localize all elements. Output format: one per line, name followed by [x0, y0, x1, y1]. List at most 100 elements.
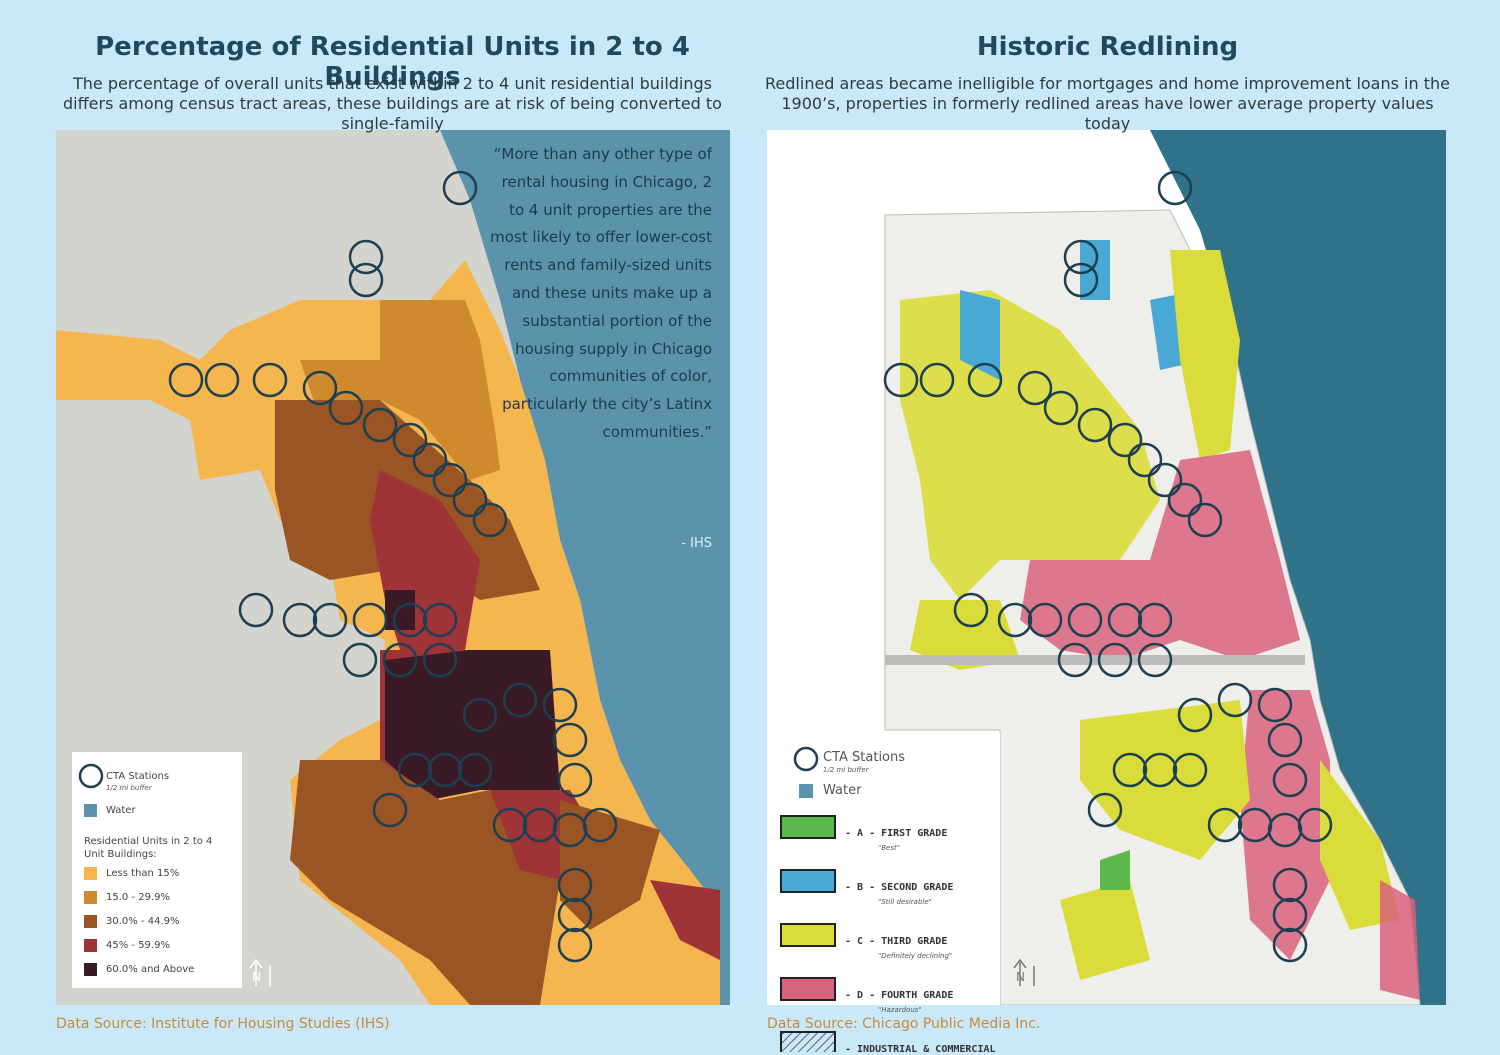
- cta-buffer: [1272, 897, 1308, 933]
- legend-swatch: [780, 815, 836, 839]
- legend-water-swatch: [799, 784, 813, 798]
- legend-swatch: [780, 1031, 836, 1052]
- cta-buffer: [1097, 642, 1133, 678]
- legend-water: Water: [823, 783, 862, 798]
- cta-buffer: [1127, 442, 1163, 478]
- cta-buffer: [1207, 807, 1243, 843]
- north-arrow: [249, 958, 271, 986]
- legend-stations: CTA Stations: [823, 750, 906, 765]
- cta-buffer: [412, 442, 448, 478]
- quote: “More than any other type of rental hous…: [490, 145, 712, 441]
- cta-buffer: [427, 752, 463, 788]
- cta-buffer: [557, 867, 593, 903]
- cta-buffer: [342, 642, 378, 678]
- cta-buffer: [312, 602, 348, 638]
- cta-buffer: [1147, 462, 1183, 498]
- cta-buffer: [919, 362, 955, 398]
- legend-swatch: [780, 977, 836, 1001]
- cta-buffer: [1272, 927, 1308, 963]
- legend-stations-note: 1/2 mi buffer: [106, 784, 152, 792]
- legend-label: - B - SECOND GRADE: [845, 882, 954, 893]
- north-label: N: [1016, 970, 1025, 984]
- cta-buffer: [953, 592, 989, 628]
- cta-buffer: [883, 362, 919, 398]
- cta-buffer: [1157, 170, 1193, 206]
- cta-buffer: [1063, 262, 1099, 298]
- cta-buffer: [1027, 602, 1063, 638]
- cta-buffer: [472, 502, 508, 538]
- cta-buffer: [362, 407, 398, 443]
- cta-buffer: [1067, 602, 1103, 638]
- cta-buffer: [204, 362, 240, 398]
- cta-buffer: [1043, 390, 1079, 426]
- cta-buffer: [1063, 239, 1099, 275]
- north-label: N: [252, 970, 261, 984]
- cta-buffer: [542, 687, 578, 723]
- legend-label: 15.0 - 29.9%: [106, 892, 170, 903]
- cta-buffer: [382, 642, 418, 678]
- cta-buffer: [1177, 697, 1213, 733]
- legend-swatch: [84, 915, 97, 928]
- cta-buffer: [1017, 370, 1053, 406]
- cta-buffer: [238, 592, 274, 628]
- legend-water-swatch: [84, 804, 97, 817]
- legend-swatch: [84, 939, 97, 952]
- legend-note: "Definitely declining": [878, 952, 953, 960]
- cta-buffer: [282, 602, 318, 638]
- legend-stations-note: 1/2 mi buffer: [823, 766, 869, 774]
- cta-buffer: [1172, 752, 1208, 788]
- cta-buffer: [302, 370, 338, 406]
- cta-buffer: [1257, 687, 1293, 723]
- cta-buffer: [1057, 642, 1093, 678]
- right-subtitle: Redlined areas became inelligible for mo…: [765, 74, 1450, 133]
- quote-attribution: - IHS: [681, 536, 712, 551]
- cta-buffer: [1077, 407, 1113, 443]
- legend-swatch: [780, 869, 836, 893]
- left-title: Percentage of Residential Units in 2 to …: [95, 32, 690, 92]
- cta-buffer: [452, 482, 488, 518]
- cta-buffer: [1217, 682, 1253, 718]
- legend-swatch: [84, 891, 97, 904]
- cta-buffer: [582, 807, 618, 843]
- right-title: Historic Redlining: [976, 32, 1239, 62]
- cta-buffer: [997, 602, 1033, 638]
- cta-buffer: [1297, 807, 1333, 843]
- cta-buffer: [252, 362, 288, 398]
- cta-buffer: [1272, 867, 1308, 903]
- legend-swatch: [84, 963, 97, 976]
- cta-buffer: [1167, 482, 1203, 518]
- cta-buffer: [168, 362, 204, 398]
- cta-buffer: [348, 262, 384, 298]
- cta-buffer: [422, 642, 458, 678]
- cta-buffer: [1107, 422, 1143, 458]
- legend-swatch: [84, 867, 97, 880]
- cta-buffer: [422, 602, 458, 638]
- cta-buffer: [492, 807, 528, 843]
- legend-swatch: [780, 923, 836, 947]
- cta-buffer: [1142, 752, 1178, 788]
- legend-station-symbol: [793, 746, 819, 772]
- legend-label: 45% - 59.9%: [106, 940, 170, 951]
- legend-station-symbol: [78, 763, 104, 789]
- cta-buffer: [552, 722, 588, 758]
- cta-buffer: [442, 170, 478, 206]
- cta-buffer: [1267, 722, 1303, 758]
- legend-stations: CTA Stations: [106, 771, 170, 782]
- cta-buffer: [557, 762, 593, 798]
- cta-buffer: [397, 752, 433, 788]
- legend-note: "Hazardous": [878, 1006, 922, 1014]
- legend-heading: Residential Units in 2 to 4 Unit Buildin…: [84, 836, 213, 860]
- legend-label: - C - THIRD GRADE: [845, 936, 948, 947]
- north-arrow: [1013, 958, 1035, 986]
- cta-buffer: [328, 390, 364, 426]
- cta-buffer: [1187, 502, 1223, 538]
- cta-buffer: [352, 602, 388, 638]
- legend-label: 60.0% and Above: [106, 964, 195, 975]
- cta-buffer: [1137, 642, 1173, 678]
- cta-buffer: [557, 897, 593, 933]
- cta-buffer: [502, 682, 538, 718]
- cta-buffer: [462, 697, 498, 733]
- cta-buffer: [967, 362, 1003, 398]
